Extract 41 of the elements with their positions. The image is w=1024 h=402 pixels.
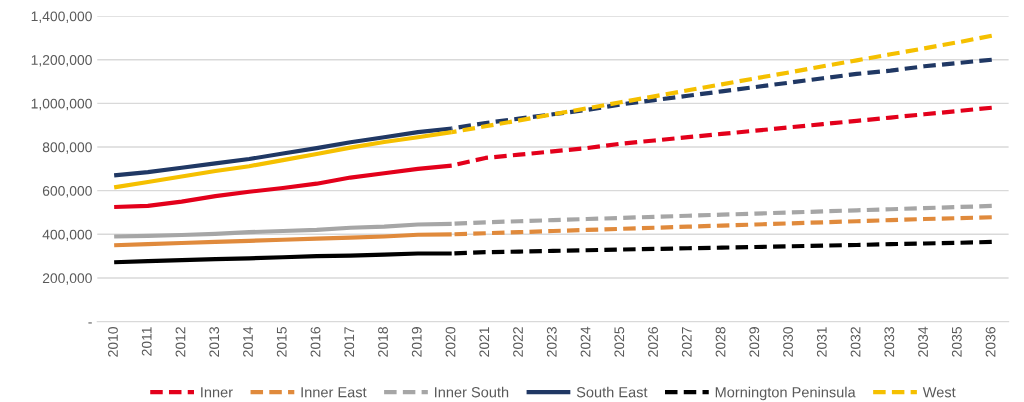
x-tick-label: 2010 [108, 327, 118, 357]
x-tick-label: 2033 [884, 327, 895, 357]
x-tick-label: 2021 [479, 327, 490, 357]
legend-label: Inner South [435, 386, 509, 398]
legend-label: Mornington Peninsula [715, 386, 856, 401]
x-tick-label: 2024 [580, 326, 591, 357]
x-tick-label: 2028 [715, 327, 726, 357]
x-tick-label: 2014 [243, 326, 253, 357]
legend-label: West [922, 387, 956, 398]
y-tick-label: 1,400,000 [31, 11, 92, 23]
x-tick-label: 2019 [411, 327, 422, 357]
x-tick-label: 2016 [310, 327, 321, 357]
x-tick-label: 2034 [918, 326, 928, 357]
x-tick-label: 2035 [951, 327, 962, 357]
x-tick-label: 2012 [175, 327, 186, 357]
x-tick-label: 2023 [546, 327, 557, 357]
legend-label: Inner East [301, 387, 367, 398]
x-tick-label: 2013 [209, 327, 220, 357]
x-tick-label: 2026 [648, 327, 658, 357]
y-tick-label: 800,000 [42, 142, 92, 154]
y-tick-label: 200,000 [42, 273, 92, 285]
x-tick-label: 2017 [344, 327, 355, 357]
y-tick-label: 1,000,000 [31, 98, 92, 111]
y-tick-label: 1,200,000 [31, 55, 92, 67]
x-tick-label: 2036 [985, 327, 996, 357]
x-tick-label: 2031 [816, 327, 827, 357]
x-tick-label: 2011 [141, 327, 152, 356]
x-tick-label: 2032 [850, 327, 861, 357]
x-tick-label: 2020 [445, 327, 456, 357]
x-tick-label: 2015 [276, 327, 287, 357]
y-tick-label: 400,000 [42, 229, 92, 242]
x-tick-label: 2030 [783, 327, 793, 357]
x-tick-label: 2018 [378, 327, 388, 357]
x-tick-label: 2027 [681, 327, 692, 357]
x-tick-label: 2029 [749, 327, 760, 357]
x-tick-label: 2022 [513, 327, 523, 357]
y-tick-label: 600,000 [42, 186, 92, 198]
x-tick-label: 2025 [614, 327, 625, 357]
legend-label: South East [576, 386, 648, 398]
y-tick-label: - [88, 322, 92, 324]
legend-label: Inner [201, 387, 233, 398]
